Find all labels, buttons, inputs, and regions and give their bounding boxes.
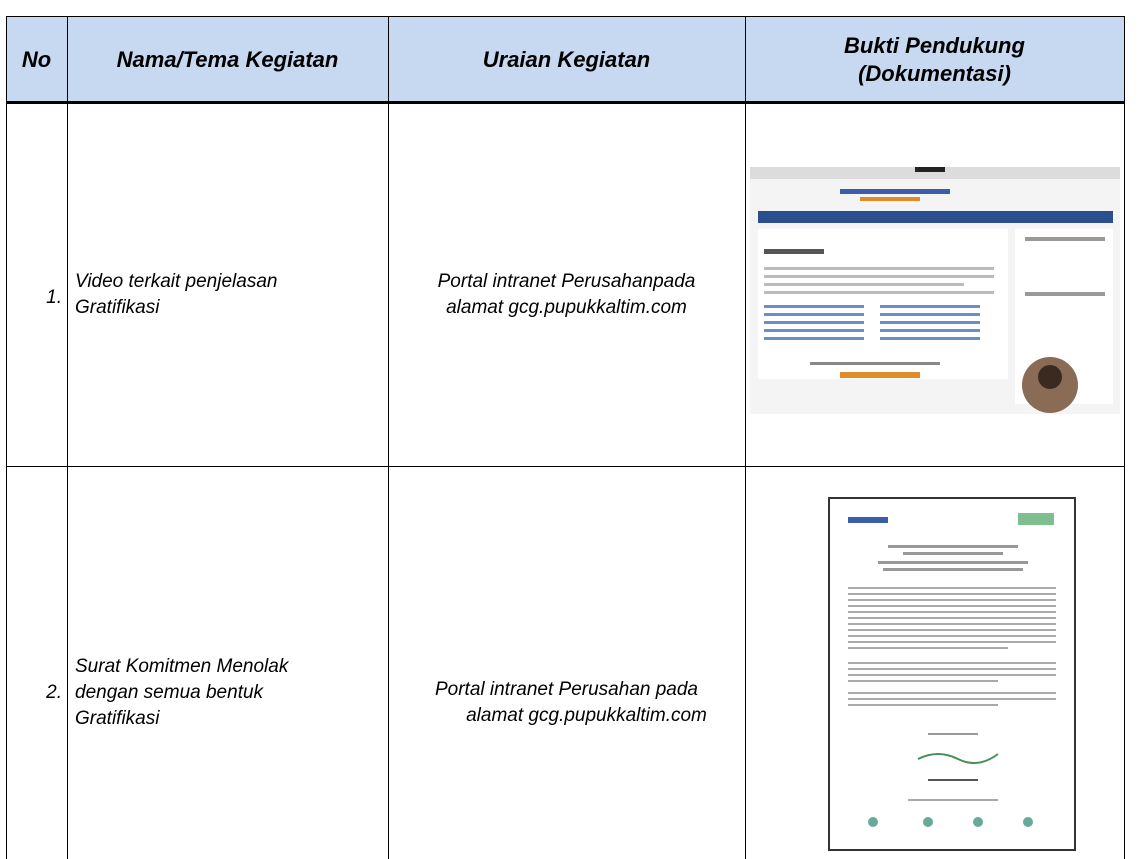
header-cell: No [6,16,67,103]
header-cell: Bukti Pendukung (Dokumentasi) [745,16,1124,103]
cell-text: Portal intranet Perusahan pada [434,678,698,700]
header-text: Uraian Kegiatan [482,46,651,72]
column-rule [67,16,68,859]
row-number: 2. [6,466,62,859]
cell-text: Portal intranet Perusahanpada [437,270,696,292]
letter-thumbnail [828,497,1076,851]
column-rule [745,16,746,859]
activity-description: Portal intranet Perusahanpada alamat gcg… [388,103,745,466]
header-text: (Dokumentasi) [858,60,1011,86]
header-text: Nama/Tema Kegiatan [116,46,339,72]
cell-text: Surat Komitmen Menolak [75,655,289,677]
cell-text: dengan semua bentuk [75,681,264,703]
header-text: Bukti Pendukung [844,32,1025,58]
cell-text: Gratifikasi [75,707,160,729]
row-number: 1. [6,103,62,466]
column-rule [6,16,7,859]
header-text: No [21,46,52,72]
cell-text: 1. [46,286,62,308]
header-cell: Uraian Kegiatan [388,16,745,103]
cell-text: 2. [46,681,62,703]
cell-text: alamat gcg.pupukkaltim.com [446,296,687,318]
column-rule [1124,16,1125,859]
activity-name: Video terkait penjelasan Gratifikasi [75,103,385,466]
header-cell: Nama/Tema Kegiatan [67,16,388,103]
table-border [6,16,1124,17]
row-rule [6,466,1124,467]
cell-text: Video terkait penjelasan [75,270,278,292]
screenshot-thumbnail [750,167,1120,414]
cell-text: Gratifikasi [75,296,160,318]
header-background [6,16,1124,103]
activity-name: Surat Komitmen Menolak dengan semua bent… [75,466,385,859]
activity-description: Portal intranet Perusahan pada alamat gc… [388,466,745,859]
column-rule [388,16,389,859]
cell-text: alamat gcg.pupukkaltim.com [466,704,707,726]
header-rule [6,101,1124,104]
